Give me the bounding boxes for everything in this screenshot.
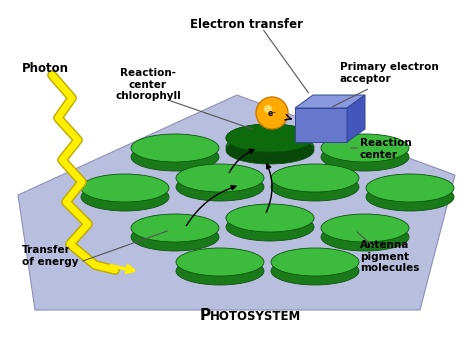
Ellipse shape [226, 213, 314, 241]
Ellipse shape [226, 133, 314, 161]
Ellipse shape [321, 223, 409, 251]
Polygon shape [295, 108, 347, 142]
Text: Reaction-
center
chlorophyll: Reaction- center chlorophyll [115, 68, 181, 101]
Ellipse shape [176, 164, 264, 192]
Ellipse shape [226, 204, 314, 232]
Ellipse shape [271, 257, 359, 285]
Text: Reaction
center: Reaction center [360, 138, 412, 160]
Ellipse shape [271, 248, 359, 276]
Ellipse shape [131, 223, 219, 251]
Ellipse shape [81, 174, 169, 202]
Text: Electron transfer: Electron transfer [191, 18, 303, 31]
Text: e⁻: e⁻ [267, 110, 277, 119]
Text: Transfer
of energy: Transfer of energy [22, 245, 79, 267]
Ellipse shape [321, 214, 409, 242]
Ellipse shape [176, 257, 264, 285]
Ellipse shape [321, 143, 409, 171]
Text: Antenna
pigment
molecules: Antenna pigment molecules [360, 240, 419, 273]
Ellipse shape [321, 134, 409, 162]
Ellipse shape [264, 105, 272, 113]
Polygon shape [18, 95, 455, 310]
Polygon shape [347, 95, 365, 142]
Ellipse shape [366, 174, 454, 202]
Text: HOTOSYSTEM: HOTOSYSTEM [210, 310, 301, 323]
Ellipse shape [131, 143, 219, 171]
Polygon shape [295, 95, 365, 108]
Ellipse shape [256, 97, 288, 129]
Ellipse shape [226, 124, 314, 152]
Ellipse shape [271, 164, 359, 192]
Ellipse shape [226, 124, 314, 152]
Ellipse shape [366, 183, 454, 211]
Text: Photon: Photon [22, 62, 69, 75]
Ellipse shape [271, 173, 359, 201]
Ellipse shape [131, 214, 219, 242]
Ellipse shape [131, 134, 219, 162]
Ellipse shape [176, 173, 264, 201]
Text: Primary electron
acceptor: Primary electron acceptor [340, 62, 439, 84]
Ellipse shape [81, 183, 169, 211]
Ellipse shape [176, 248, 264, 276]
Ellipse shape [226, 136, 314, 164]
Text: P: P [200, 308, 211, 323]
